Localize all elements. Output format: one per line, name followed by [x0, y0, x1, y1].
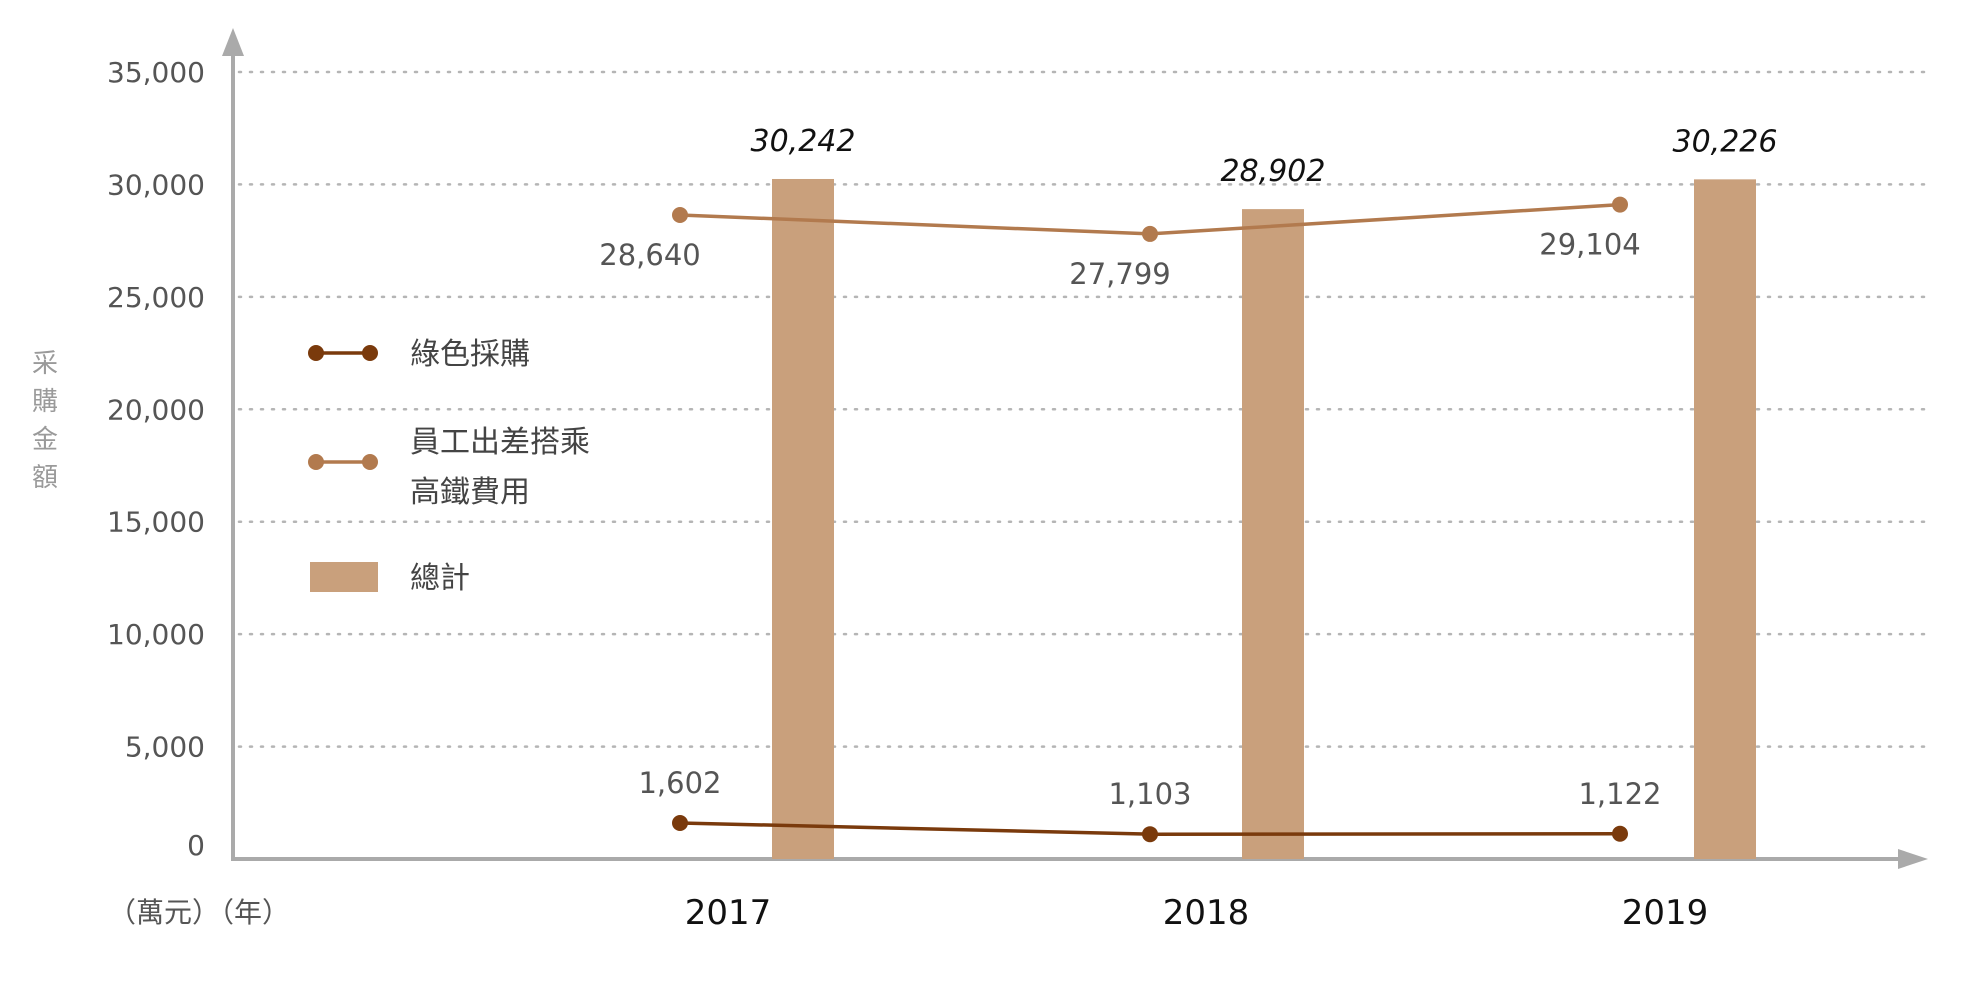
series-point: [672, 207, 688, 224]
y-axis-arrow: [222, 28, 244, 56]
legend-marker: [308, 345, 324, 361]
y-tick-label: 15,000: [107, 506, 205, 539]
data-label-point: 27,799: [1069, 257, 1170, 291]
data-labels: 30,242 28,902 30,226 1,602 1,103 1,122 28,640 2…: [599, 124, 1777, 811]
legend-label: 高鐵費用: [410, 475, 530, 510]
bar-total: [1694, 179, 1756, 859]
y-tick-label: 35,000: [107, 56, 205, 89]
x-tick-label: 2018: [1163, 893, 1250, 933]
data-label-total: 30,226: [1673, 124, 1778, 159]
legend-label: 綠色採購: [410, 337, 530, 372]
legend-marker: [362, 454, 378, 470]
legend-label: 員工出差搭乘: [410, 425, 590, 460]
lines: [672, 196, 1628, 843]
grid-lines: [237, 70, 1932, 748]
x-axis-arrow: [1898, 849, 1928, 869]
y-tick-label: 10,000: [107, 618, 205, 651]
y-tick-label: 25,000: [107, 281, 205, 314]
legend-marker: [308, 454, 324, 470]
bar-total: [772, 178, 834, 859]
data-label-point: 28,640: [599, 238, 700, 272]
x-tick-label: 2017: [685, 893, 772, 933]
y-tick-label: 30,000: [107, 168, 205, 201]
y-tick-label: 0: [187, 829, 205, 862]
series-point: [1142, 826, 1158, 843]
data-label-point: 29,104: [1539, 228, 1640, 262]
data-label-point: 1,602: [638, 766, 721, 800]
data-label-point: 1,122: [1578, 777, 1661, 811]
series-point: [1612, 196, 1628, 213]
bar-total: [1242, 209, 1304, 859]
y-tick-labels: 0 5,000 10,000 15,000 20,000 25,000 30,000 35,0…: [107, 56, 205, 862]
data-label-total: 30,242: [751, 124, 856, 159]
y-tick-label: 5,000: [125, 731, 205, 764]
unit-label: （萬元）（年）: [108, 896, 290, 929]
series-point: [1612, 825, 1628, 842]
y-tick-label: 20,000: [107, 393, 205, 426]
legend-label: 總計: [410, 561, 470, 596]
legend-bar-swatch: [310, 562, 378, 592]
series-point: [1142, 225, 1158, 242]
bars: [772, 178, 1756, 859]
x-tick-labels: 2017 2018 2019: [685, 893, 1709, 933]
axes: [222, 28, 1928, 869]
x-tick-label: 2019: [1622, 893, 1709, 933]
data-label-point: 1,103: [1108, 777, 1191, 811]
series-point: [672, 814, 688, 831]
data-label-total: 28,902: [1221, 154, 1326, 189]
legend-marker: [362, 345, 378, 361]
y-axis-label: 采購金額: [32, 349, 58, 493]
